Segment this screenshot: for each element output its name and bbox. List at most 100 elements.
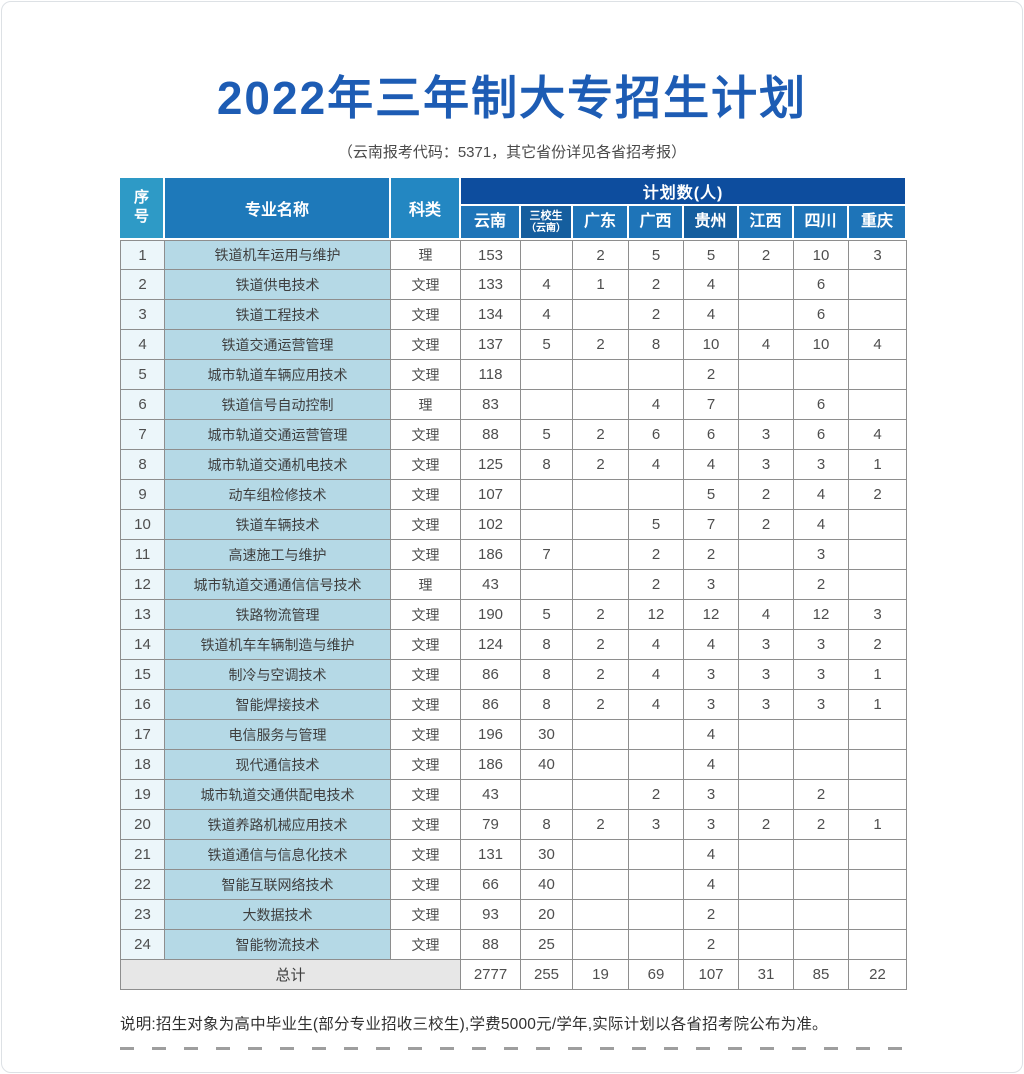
major-name: 铁道交通运营管理 <box>165 330 391 360</box>
total-count: 22 <box>849 960 908 990</box>
subject-category: 文理 <box>391 840 461 870</box>
table-row: 3 铁道工程技术 文理 134 4 2 4 6 <box>120 300 908 330</box>
table-row: 24 智能物流技术 文理 88 25 2 <box>120 930 908 960</box>
subject-category: 文理 <box>391 510 461 540</box>
plan-count: 7 <box>684 510 739 540</box>
plan-count: 43 <box>461 570 521 600</box>
table-row: 23 大数据技术 文理 93 20 2 <box>120 900 908 930</box>
plan-count <box>849 270 908 300</box>
plan-count: 7 <box>684 390 739 420</box>
plan-count: 43 <box>461 780 521 810</box>
table-row: 5 城市轨道车辆应用技术 文理 118 2 <box>120 360 908 390</box>
row-index: 5 <box>120 360 165 390</box>
header-province: 四川 <box>794 206 849 240</box>
plan-count: 7 <box>521 540 573 570</box>
province-label: 广西 <box>639 213 672 231</box>
plan-count: 12 <box>629 600 684 630</box>
plan-count: 118 <box>461 360 521 390</box>
row-index: 17 <box>120 720 165 750</box>
province-label: 江西 <box>749 213 782 231</box>
major-name: 铁道信号自动控制 <box>165 390 391 420</box>
plan-count: 12 <box>684 600 739 630</box>
subject-category: 文理 <box>391 660 461 690</box>
plan-count: 4 <box>739 600 794 630</box>
major-name: 高速施工与维护 <box>165 540 391 570</box>
table-row: 21 铁道通信与信息化技术 文理 131 30 4 <box>120 840 908 870</box>
plan-count: 4 <box>684 630 739 660</box>
plan-count: 79 <box>461 810 521 840</box>
plan-count <box>573 390 629 420</box>
plan-count: 2 <box>629 540 684 570</box>
table-row: 11 高速施工与维护 文理 186 7 2 2 3 <box>120 540 908 570</box>
plan-count <box>739 840 794 870</box>
plan-count: 2 <box>739 810 794 840</box>
plan-count <box>573 900 629 930</box>
plan-count: 6 <box>794 390 849 420</box>
subject-category: 文理 <box>391 270 461 300</box>
plan-count: 2 <box>573 330 629 360</box>
plan-count: 12 <box>794 600 849 630</box>
plan-count: 1 <box>849 660 908 690</box>
table-row: 18 现代通信技术 文理 186 40 4 <box>120 750 908 780</box>
plan-count <box>739 300 794 330</box>
row-index: 24 <box>120 930 165 960</box>
plan-count: 30 <box>521 720 573 750</box>
plan-count <box>629 840 684 870</box>
plan-count: 4 <box>629 390 684 420</box>
plan-count <box>521 480 573 510</box>
plan-count: 6 <box>794 420 849 450</box>
plan-count: 5 <box>684 240 739 270</box>
plan-count <box>739 540 794 570</box>
plan-count: 6 <box>629 420 684 450</box>
major-name: 铁道供电技术 <box>165 270 391 300</box>
plan-count: 2 <box>684 930 739 960</box>
table-row: 13 铁路物流管理 文理 190 5 2 12 12 4 12 3 <box>120 600 908 630</box>
header-province: 广东 <box>573 206 629 240</box>
plan-count <box>573 780 629 810</box>
major-name: 铁路物流管理 <box>165 600 391 630</box>
plan-count: 2 <box>739 480 794 510</box>
plan-count: 2 <box>573 420 629 450</box>
province-label: 三校生 <box>529 210 563 223</box>
plan-count: 88 <box>461 420 521 450</box>
plan-count <box>739 390 794 420</box>
header-province: 贵州 <box>684 206 739 240</box>
subject-category: 文理 <box>391 690 461 720</box>
row-index: 13 <box>120 600 165 630</box>
total-count: 2777 <box>461 960 521 990</box>
plan-count: 3 <box>794 540 849 570</box>
major-name: 城市轨道交通运营管理 <box>165 420 391 450</box>
plan-count: 2 <box>573 660 629 690</box>
province-label: 重庆 <box>861 213 894 231</box>
plan-count <box>849 840 908 870</box>
major-name: 铁道通信与信息化技术 <box>165 840 391 870</box>
major-name: 智能互联网络技术 <box>165 870 391 900</box>
plan-count: 88 <box>461 930 521 960</box>
plan-count: 137 <box>461 330 521 360</box>
plan-count: 40 <box>521 870 573 900</box>
subject-category: 文理 <box>391 420 461 450</box>
plan-count <box>573 870 629 900</box>
row-index: 22 <box>120 870 165 900</box>
plan-count: 4 <box>684 300 739 330</box>
major-name: 铁道工程技术 <box>165 300 391 330</box>
major-name: 城市轨道车辆应用技术 <box>165 360 391 390</box>
plan-count: 93 <box>461 900 521 930</box>
row-index: 11 <box>120 540 165 570</box>
plan-count: 66 <box>461 870 521 900</box>
plan-count <box>629 360 684 390</box>
plan-count <box>521 360 573 390</box>
row-index: 3 <box>120 300 165 330</box>
subject-category: 文理 <box>391 480 461 510</box>
plan-count: 124 <box>461 630 521 660</box>
plan-count: 4 <box>684 450 739 480</box>
total-count: 31 <box>739 960 794 990</box>
plan-count: 5 <box>521 420 573 450</box>
plan-count <box>794 750 849 780</box>
row-index: 18 <box>120 750 165 780</box>
plan-count: 8 <box>521 690 573 720</box>
major-name: 电信服务与管理 <box>165 720 391 750</box>
plan-count <box>849 930 908 960</box>
plan-count <box>849 780 908 810</box>
plan-count <box>629 720 684 750</box>
